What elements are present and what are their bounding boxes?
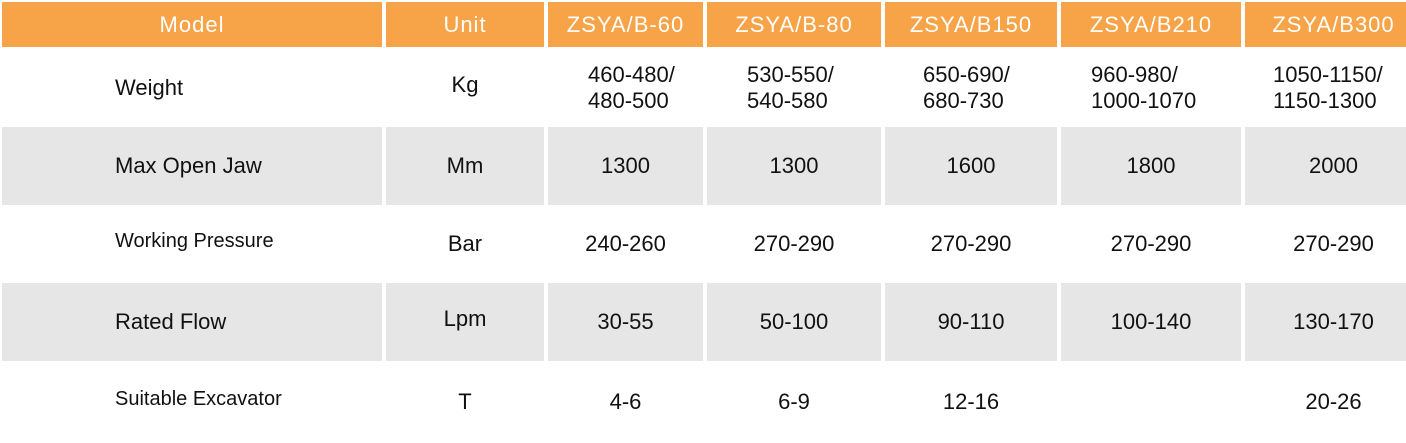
weight-zsya-b210: 960-980/ 1000-1070 bbox=[1091, 62, 1197, 113]
excavator-zsya-b-80: 6-9 bbox=[778, 388, 810, 414]
weight-zsya-b-60: 460-480/ 480-500 bbox=[588, 62, 675, 113]
unit-rated-flow: Lpm bbox=[386, 283, 544, 361]
row-label-working-pressure: Working Pressure bbox=[115, 230, 274, 252]
pressure-zsya-b-60: 240-260 bbox=[585, 231, 666, 256]
weight-zsya-b150: 650-690/ 680-730 bbox=[923, 62, 1010, 113]
jaw-zsya-b150: 1600 bbox=[885, 127, 1057, 205]
flow-zsya-b150: 90-110 bbox=[885, 283, 1057, 361]
unit-max-open-jaw: Mm bbox=[386, 127, 544, 205]
excavator-zsya-b210 bbox=[1061, 361, 1241, 442]
excavator-zsya-b-60: 4-6 bbox=[609, 388, 642, 414]
excavator-zsya-b300: 20-26 bbox=[1305, 388, 1362, 414]
weight-zsya-b-80: 530-550/ 540-580 bbox=[747, 62, 834, 113]
unit-suitable-excavator: T bbox=[458, 388, 472, 414]
pressure-zsya-b210: 270-290 bbox=[1110, 231, 1192, 256]
unit-working-pressure: Bar bbox=[447, 231, 483, 256]
weight-zsya-b300: 1050-1150/ 1150-1300 bbox=[1273, 62, 1383, 113]
flow-zsya-b300: 130-170 bbox=[1245, 283, 1406, 361]
row-label-max-open-jaw: Max Open Jaw bbox=[2, 127, 382, 205]
unit-weight: Kg bbox=[451, 72, 479, 97]
header-zsya-b-80: ZSYA/B-80 bbox=[707, 2, 881, 47]
header-model: Model bbox=[2, 2, 382, 47]
pressure-zsya-b300: 270-290 bbox=[1293, 231, 1374, 256]
jaw-zsya-b210: 1800 bbox=[1061, 127, 1241, 205]
pressure-zsya-b-80: 270-290 bbox=[753, 231, 835, 256]
pressure-zsya-b150: 270-290 bbox=[930, 231, 1012, 256]
header-zsya-b300: ZSYA/B300 bbox=[1245, 2, 1406, 47]
flow-zsya-b-80: 50-100 bbox=[707, 283, 881, 361]
flow-zsya-b210: 100-140 bbox=[1061, 283, 1241, 361]
jaw-zsya-b300: 2000 bbox=[1245, 127, 1406, 205]
jaw-zsya-b-80: 1300 bbox=[707, 127, 881, 205]
header-unit: Unit bbox=[386, 2, 544, 47]
row-label-suitable-excavator: Suitable Excavator bbox=[115, 387, 282, 410]
header-zsya-b150: ZSYA/B150 bbox=[885, 2, 1057, 47]
flow-zsya-b-60: 30-55 bbox=[548, 283, 703, 361]
header-zsya-b210: ZSYA/B210 bbox=[1061, 2, 1241, 47]
excavator-zsya-b150: 12-16 bbox=[942, 388, 1000, 414]
row-label-weight: Weight bbox=[115, 75, 184, 100]
header-zsya-b-60: ZSYA/B-60 bbox=[548, 2, 703, 47]
jaw-zsya-b-60: 1300 bbox=[548, 127, 703, 205]
row-label-rated-flow: Rated Flow bbox=[2, 283, 382, 361]
